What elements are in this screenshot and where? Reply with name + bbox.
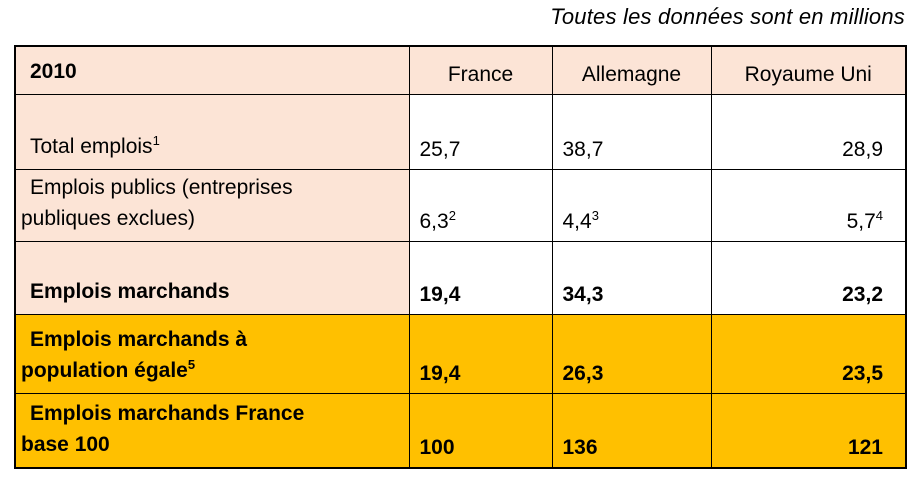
value-text: 100 xyxy=(419,436,455,459)
year-label: 2010 xyxy=(30,59,77,83)
row-label-text: Emplois marchands à population égale xyxy=(21,327,248,382)
row-label: Emplois publics (entreprises publiques e… xyxy=(21,172,339,234)
row-label: Emplois marchands à population égale5 xyxy=(21,324,339,386)
value-text: 4,4 xyxy=(562,209,592,233)
value-allemagne: 34,3 xyxy=(551,240,712,315)
row-label-text: Emplois publics (entreprises publiques e… xyxy=(21,175,293,230)
footnote-ref: 1 xyxy=(152,132,160,148)
row-label-text: Emplois marchands France base 100 xyxy=(21,402,305,456)
value-allemagne: 4,43 xyxy=(551,168,712,242)
row-label-cell: Emplois publics (entreprises publiques e… xyxy=(14,168,410,242)
column-header-allemagne: Allemagne xyxy=(551,45,712,95)
row-label-cell: Emplois marchands France base 100 xyxy=(14,392,410,469)
value-royaume-uni: 121 xyxy=(710,392,907,469)
value-text: 34,3 xyxy=(562,282,604,306)
value-france: 19,4 xyxy=(408,313,553,394)
value-france: 25,7 xyxy=(408,93,553,170)
employment-table: 2010 France Allemagne Royaume Uni Total … xyxy=(14,45,907,469)
value-allemagne: 26,3 xyxy=(551,313,712,394)
value-france: 100 xyxy=(408,392,553,469)
value-text: 23,5 xyxy=(842,361,883,385)
column-header-france: France xyxy=(408,45,553,95)
value-text: 121 xyxy=(847,436,883,459)
header-row: 2010 France Allemagne Royaume Uni xyxy=(14,45,907,95)
value-royaume-uni: 23,2 xyxy=(710,240,907,315)
table-row-emplois-marchands: Emplois marchands 19,4 34,3 23,2 xyxy=(14,240,907,315)
row-label-text: Total emplois xyxy=(30,134,153,158)
row-label-cell: Total emplois1 xyxy=(14,93,410,170)
column-header-royaume-uni: Royaume Uni xyxy=(710,45,907,95)
value-text: 23,2 xyxy=(842,282,883,306)
value-text: 38,7 xyxy=(562,137,604,161)
value-text: 19,4 xyxy=(419,361,461,385)
row-label: Emplois marchands France base 100 xyxy=(21,398,339,460)
row-label: Emplois marchands xyxy=(21,276,339,307)
footnote-ref: 5 xyxy=(187,356,196,372)
row-label-cell: Emplois marchands xyxy=(14,240,410,315)
value-allemagne: 136 xyxy=(551,392,712,469)
value-text: 5,7 xyxy=(846,209,876,233)
table-row-emplois-marchands-base-100: Emplois marchands France base 100 100 13… xyxy=(14,392,907,469)
value-text: 6,3 xyxy=(419,209,449,233)
value-text: 136 xyxy=(562,436,598,459)
value-text: 26,3 xyxy=(562,361,604,385)
value-text: 25,7 xyxy=(419,137,461,161)
row-label: Total emplois1 xyxy=(21,131,339,162)
table-row-total-emplois: Total emplois1 25,7 38,7 28,9 xyxy=(14,93,907,170)
value-royaume-uni: 5,74 xyxy=(710,168,907,242)
table-row-emplois-marchands-population-egale: Emplois marchands à population égale5 19… xyxy=(14,313,907,394)
value-allemagne: 38,7 xyxy=(551,93,712,170)
units-note: Toutes les données sont en millions xyxy=(550,4,905,29)
footnote-ref: 2 xyxy=(448,207,456,223)
year-header-cell: 2010 xyxy=(14,45,410,95)
footnote-ref: 4 xyxy=(875,207,883,223)
row-label-text: Emplois marchands xyxy=(30,279,230,303)
value-france: 19,4 xyxy=(408,240,553,315)
value-text: 28,9 xyxy=(842,137,883,161)
table-row-emplois-publics: Emplois publics (entreprises publiques e… xyxy=(14,168,907,242)
footnote-ref: 3 xyxy=(591,207,599,223)
value-text: 19,4 xyxy=(419,282,461,306)
value-royaume-uni: 28,9 xyxy=(710,93,907,170)
value-royaume-uni: 23,5 xyxy=(710,313,907,394)
value-france: 6,32 xyxy=(408,168,553,242)
row-label-cell: Emplois marchands à population égale5 xyxy=(14,313,410,394)
